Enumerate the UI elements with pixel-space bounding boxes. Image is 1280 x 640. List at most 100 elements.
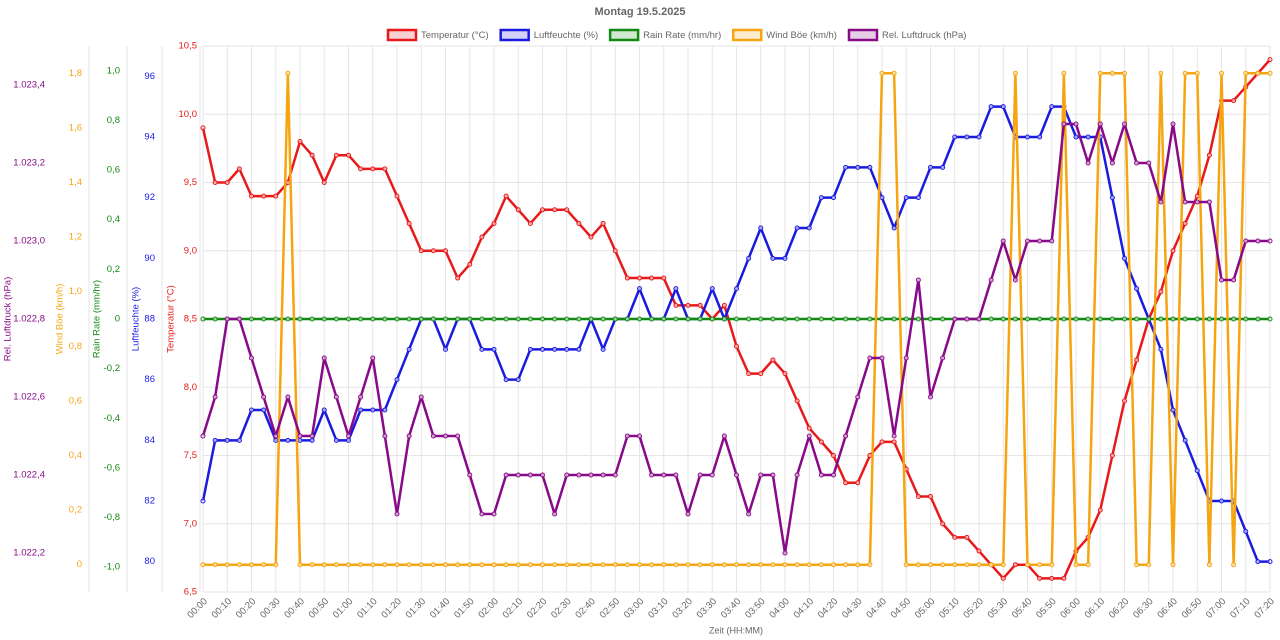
y-tick-label: -1,0	[104, 562, 120, 573]
point	[1158, 346, 1164, 352]
point	[1243, 316, 1249, 322]
point	[818, 195, 824, 201]
x-tick-label: 00:30	[258, 596, 283, 621]
point	[709, 562, 715, 568]
point	[1194, 193, 1200, 199]
x-tick-label: 03:30	[695, 596, 720, 621]
point	[1219, 70, 1224, 76]
x-tick-label: 06:00	[1058, 596, 1083, 621]
point	[479, 316, 485, 322]
legend-label: Temperatur (°C)	[421, 30, 489, 41]
point	[224, 180, 230, 185]
point	[358, 166, 364, 172]
y-tick-label: 0	[77, 559, 82, 570]
point	[564, 346, 570, 352]
y-tick-label: 0,6	[69, 395, 82, 406]
y-tick-label: 0,6	[107, 165, 120, 176]
point	[515, 207, 521, 213]
point	[952, 134, 958, 140]
point	[624, 562, 630, 568]
point	[1085, 134, 1091, 140]
point	[576, 472, 582, 478]
point	[273, 562, 279, 568]
legend-label: Luftfeuchte (%)	[534, 30, 598, 41]
point	[200, 562, 206, 568]
point	[443, 248, 448, 254]
point	[1267, 559, 1273, 565]
point	[831, 472, 836, 478]
point	[370, 562, 376, 568]
point	[1085, 562, 1091, 568]
point	[297, 139, 303, 145]
point	[479, 234, 485, 240]
legend-label: Rel. Luftdruck (hPa)	[882, 30, 966, 41]
point	[1000, 238, 1006, 244]
point	[309, 316, 315, 322]
point	[746, 371, 752, 377]
point	[794, 316, 800, 322]
x-tick-label: 03:40	[719, 596, 744, 621]
point	[406, 562, 412, 568]
y-tick-label: 1.022,2	[13, 548, 45, 559]
point	[443, 562, 448, 568]
x-tick-label: 00:50	[307, 596, 332, 621]
point	[988, 562, 994, 568]
point	[685, 302, 691, 308]
y-tick-label: 1,6	[69, 122, 82, 133]
y-tick-label: 94	[144, 132, 155, 143]
point	[1182, 70, 1188, 76]
point	[661, 472, 667, 478]
point	[1025, 134, 1030, 140]
y-tick-label: 1.022,6	[13, 392, 45, 403]
point	[527, 346, 533, 352]
point	[1000, 316, 1006, 322]
point	[503, 377, 509, 383]
y-tick-label: 82	[144, 496, 155, 507]
point	[1219, 316, 1224, 322]
point	[540, 346, 545, 352]
point	[212, 437, 218, 443]
point	[1109, 195, 1115, 201]
point	[928, 562, 933, 568]
y-tick-label: 0,4	[107, 214, 120, 225]
point	[249, 562, 254, 568]
x-tick-label: 05:50	[1034, 596, 1059, 621]
point	[249, 407, 254, 413]
x-tick-label: 00:20	[234, 596, 259, 621]
x-tick-label: 06:10	[1083, 596, 1108, 621]
point	[588, 562, 594, 568]
point	[758, 316, 764, 322]
point	[406, 346, 412, 352]
point	[430, 433, 436, 439]
point	[1109, 70, 1115, 76]
x-tick-label: 04:20	[816, 596, 841, 621]
x-tick-label: 02:50	[598, 596, 623, 621]
point	[212, 180, 218, 185]
point	[527, 562, 533, 568]
point	[1182, 220, 1188, 226]
point	[249, 355, 254, 361]
x-tick-label: 04:50	[889, 596, 914, 621]
point	[1158, 316, 1164, 322]
x-tick-label: 06:40	[1155, 596, 1180, 621]
point	[637, 562, 642, 568]
point	[1206, 199, 1212, 205]
y-tick-label: 8,5	[184, 314, 197, 325]
point	[770, 562, 776, 568]
x-tick-label: 02:00	[476, 596, 501, 621]
point	[1146, 160, 1152, 166]
point	[964, 534, 970, 540]
point	[649, 472, 655, 478]
point	[1049, 238, 1055, 244]
y-tick-label: 1.023,0	[13, 236, 45, 247]
y-axis-title: Rel. Luftdruck (hPa)	[3, 277, 14, 361]
point	[709, 472, 715, 478]
point	[576, 346, 582, 352]
point	[600, 220, 606, 226]
point	[540, 316, 545, 322]
point	[831, 195, 836, 201]
point	[430, 316, 436, 322]
point	[891, 225, 897, 231]
point	[1255, 316, 1261, 322]
point	[734, 343, 739, 349]
